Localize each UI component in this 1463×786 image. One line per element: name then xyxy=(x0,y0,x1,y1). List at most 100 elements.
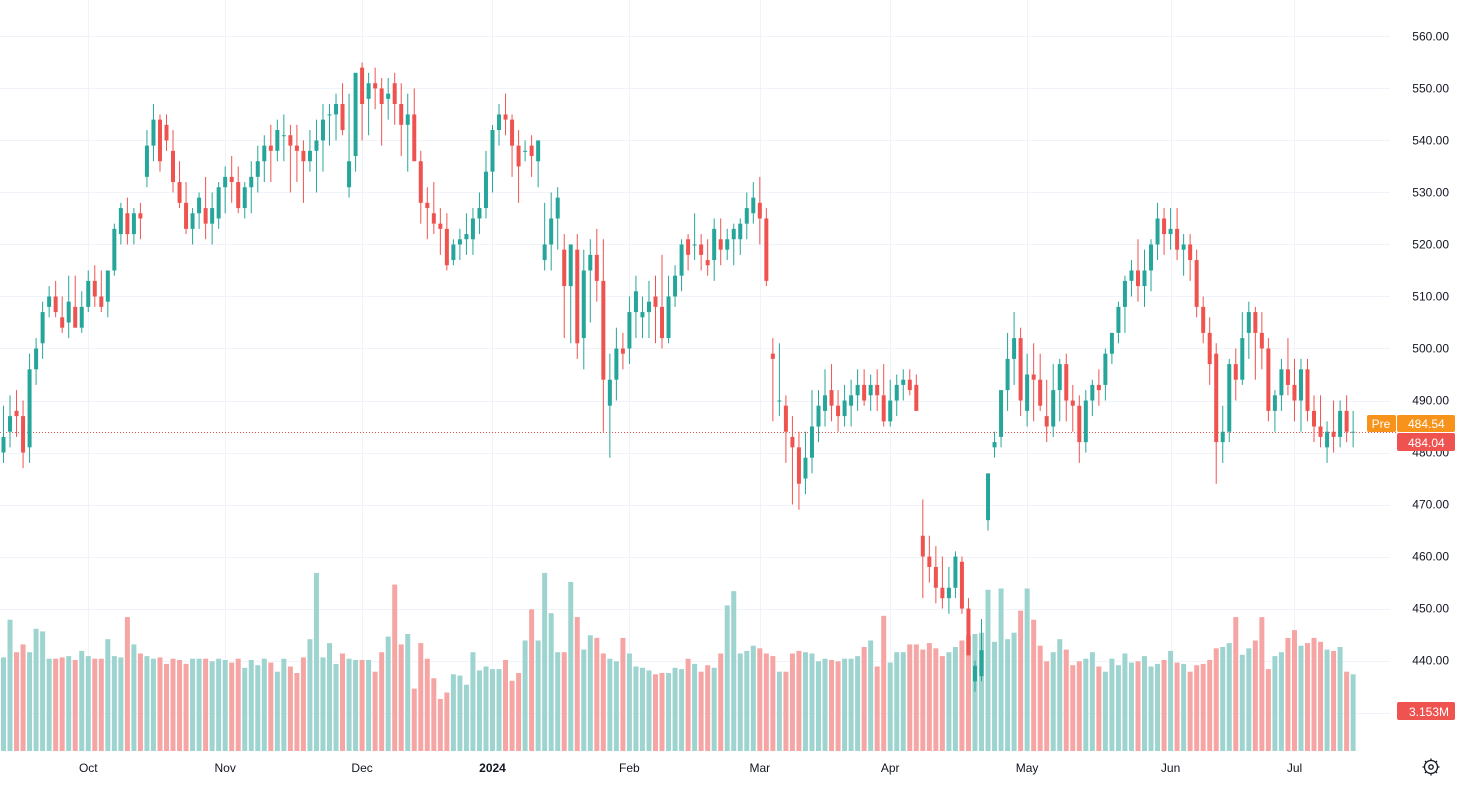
candle xyxy=(203,176,208,240)
candle-body xyxy=(47,296,52,307)
volume-bar xyxy=(998,588,1004,751)
volume-bar xyxy=(802,652,808,751)
candle-body xyxy=(1135,270,1140,287)
volume-bar xyxy=(848,658,854,751)
volume-bar xyxy=(320,657,326,751)
time-axis[interactable]: Oct Nov Dec 2024 Feb Mar Apr May Jun Jul xyxy=(79,761,1302,775)
candle xyxy=(366,72,371,136)
candle-body xyxy=(255,161,260,177)
candle xyxy=(138,202,143,240)
candle xyxy=(451,239,456,266)
settings-gear-icon[interactable] xyxy=(1422,758,1440,776)
candle-body xyxy=(1116,306,1121,333)
candle xyxy=(1018,327,1023,417)
volume-bars xyxy=(1,572,1356,751)
candle xyxy=(1272,390,1277,432)
candle xyxy=(268,124,273,183)
candle-body xyxy=(666,296,671,339)
candle xyxy=(770,338,775,422)
candle-body xyxy=(216,187,221,219)
volume-bar xyxy=(868,640,874,751)
volume-bar xyxy=(965,635,971,751)
candle-body xyxy=(653,296,658,307)
time-tick-label: Jul xyxy=(1287,761,1302,775)
candle xyxy=(405,93,410,172)
candle xyxy=(216,182,221,229)
candle-body xyxy=(1031,374,1036,380)
volume-bar xyxy=(1050,652,1056,751)
candle-body xyxy=(340,104,345,131)
volume-bar xyxy=(27,652,33,751)
candle xyxy=(744,192,749,240)
candle-body xyxy=(86,280,91,307)
candle xyxy=(1246,301,1251,359)
volume-bar xyxy=(1311,637,1317,751)
candle-body xyxy=(320,119,325,141)
candle xyxy=(334,93,339,141)
candle-body xyxy=(431,213,436,224)
candle xyxy=(1194,249,1199,318)
volume-bar xyxy=(98,658,104,751)
volume-bar xyxy=(1226,643,1232,751)
volume-bar xyxy=(939,656,945,751)
volume-bar xyxy=(242,667,248,751)
volume-bar xyxy=(587,635,593,751)
candle xyxy=(27,353,32,463)
candle-body xyxy=(66,301,71,323)
volume-bar xyxy=(444,692,450,751)
volume-bar xyxy=(783,671,789,751)
candle xyxy=(210,192,215,245)
volume-bar xyxy=(1174,662,1180,751)
candle xyxy=(1259,312,1264,370)
candle-body xyxy=(601,280,606,380)
candle xyxy=(431,182,436,235)
candle xyxy=(503,93,508,136)
time-tick-label: Apr xyxy=(881,761,900,775)
candle-body xyxy=(1253,312,1258,333)
candle xyxy=(53,280,58,318)
candle xyxy=(660,254,665,349)
volume-bar xyxy=(659,673,665,751)
candle xyxy=(875,369,880,411)
volume-bar xyxy=(216,658,222,751)
volume-bar xyxy=(463,684,469,751)
candle xyxy=(347,93,352,198)
price-tick-label: 550.00 xyxy=(1412,81,1449,95)
volume-bar xyxy=(842,658,848,751)
volume-bar xyxy=(1011,632,1017,751)
candle-body xyxy=(105,270,110,302)
candle-body xyxy=(823,395,828,411)
volume-bar xyxy=(829,660,835,751)
candle-body xyxy=(972,665,977,682)
candle xyxy=(40,301,45,359)
candle-body xyxy=(953,556,958,588)
volume-bar xyxy=(770,656,776,751)
volume-bar xyxy=(1018,610,1024,751)
candle-body xyxy=(673,275,678,297)
candle-body xyxy=(888,400,893,422)
last-price-box xyxy=(1397,433,1455,451)
candle-body xyxy=(633,291,638,313)
candle xyxy=(92,265,97,307)
candle-body xyxy=(483,171,488,209)
candle xyxy=(510,114,515,177)
candle-body xyxy=(490,130,495,172)
candle xyxy=(1318,395,1323,448)
candle-body xyxy=(881,395,886,422)
candle xyxy=(666,275,671,344)
candle-body xyxy=(1292,384,1297,401)
candle xyxy=(151,104,156,162)
price-axis[interactable]: 430.00440.00450.00460.00470.00480.00490.… xyxy=(1412,29,1449,719)
candle xyxy=(1292,358,1297,422)
candle xyxy=(229,156,234,203)
volume-bar xyxy=(894,652,900,751)
candle xyxy=(73,275,78,328)
candle-body xyxy=(112,228,117,271)
candle xyxy=(425,187,430,240)
candle-body xyxy=(849,395,854,406)
price-tick-label: 540.00 xyxy=(1412,133,1449,147)
candle xyxy=(979,618,984,682)
volume-bar xyxy=(431,678,437,751)
